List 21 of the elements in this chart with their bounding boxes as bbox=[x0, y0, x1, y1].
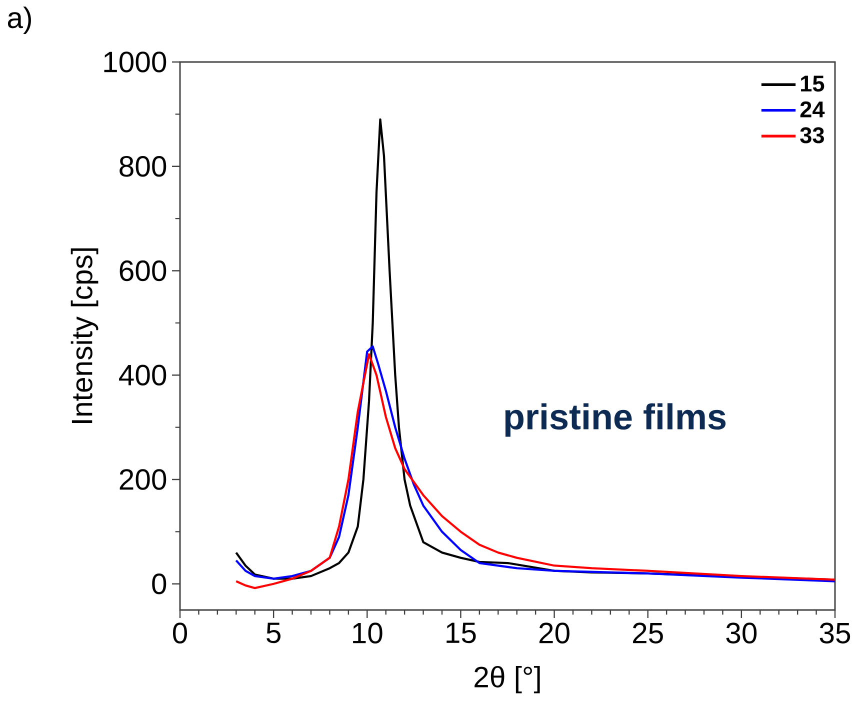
legend-label: 33 bbox=[800, 127, 824, 144]
x-tick-label: 35 bbox=[820, 622, 850, 644]
legend-label: 15 bbox=[800, 76, 824, 92]
x-tick-label: 10 bbox=[353, 622, 382, 644]
x-tick-label: 15 bbox=[446, 622, 476, 644]
y-tick-label: 1000 bbox=[104, 52, 166, 72]
x-tick-label: 30 bbox=[726, 622, 757, 644]
x-tick-label: 25 bbox=[633, 622, 663, 644]
y-axis-title: Intensity [cps] bbox=[70, 248, 98, 423]
y-tick-label: 600 bbox=[120, 260, 166, 282]
y-tick-label: 400 bbox=[119, 364, 166, 386]
legend-label: 24 bbox=[800, 101, 825, 118]
x-tick-label: 20 bbox=[539, 622, 570, 644]
y-tick-label: 200 bbox=[120, 469, 166, 490]
y-tick-label: 800 bbox=[120, 156, 166, 177]
y-tick-label: 0 bbox=[152, 573, 166, 594]
text: a) bbox=[8, 6, 31, 34]
annotation: pristine films bbox=[505, 403, 726, 437]
x-axis-title: 2θ [°] bbox=[474, 666, 540, 694]
x-tick-label: 5 bbox=[266, 622, 280, 644]
x-tick-label: 0 bbox=[172, 622, 188, 644]
